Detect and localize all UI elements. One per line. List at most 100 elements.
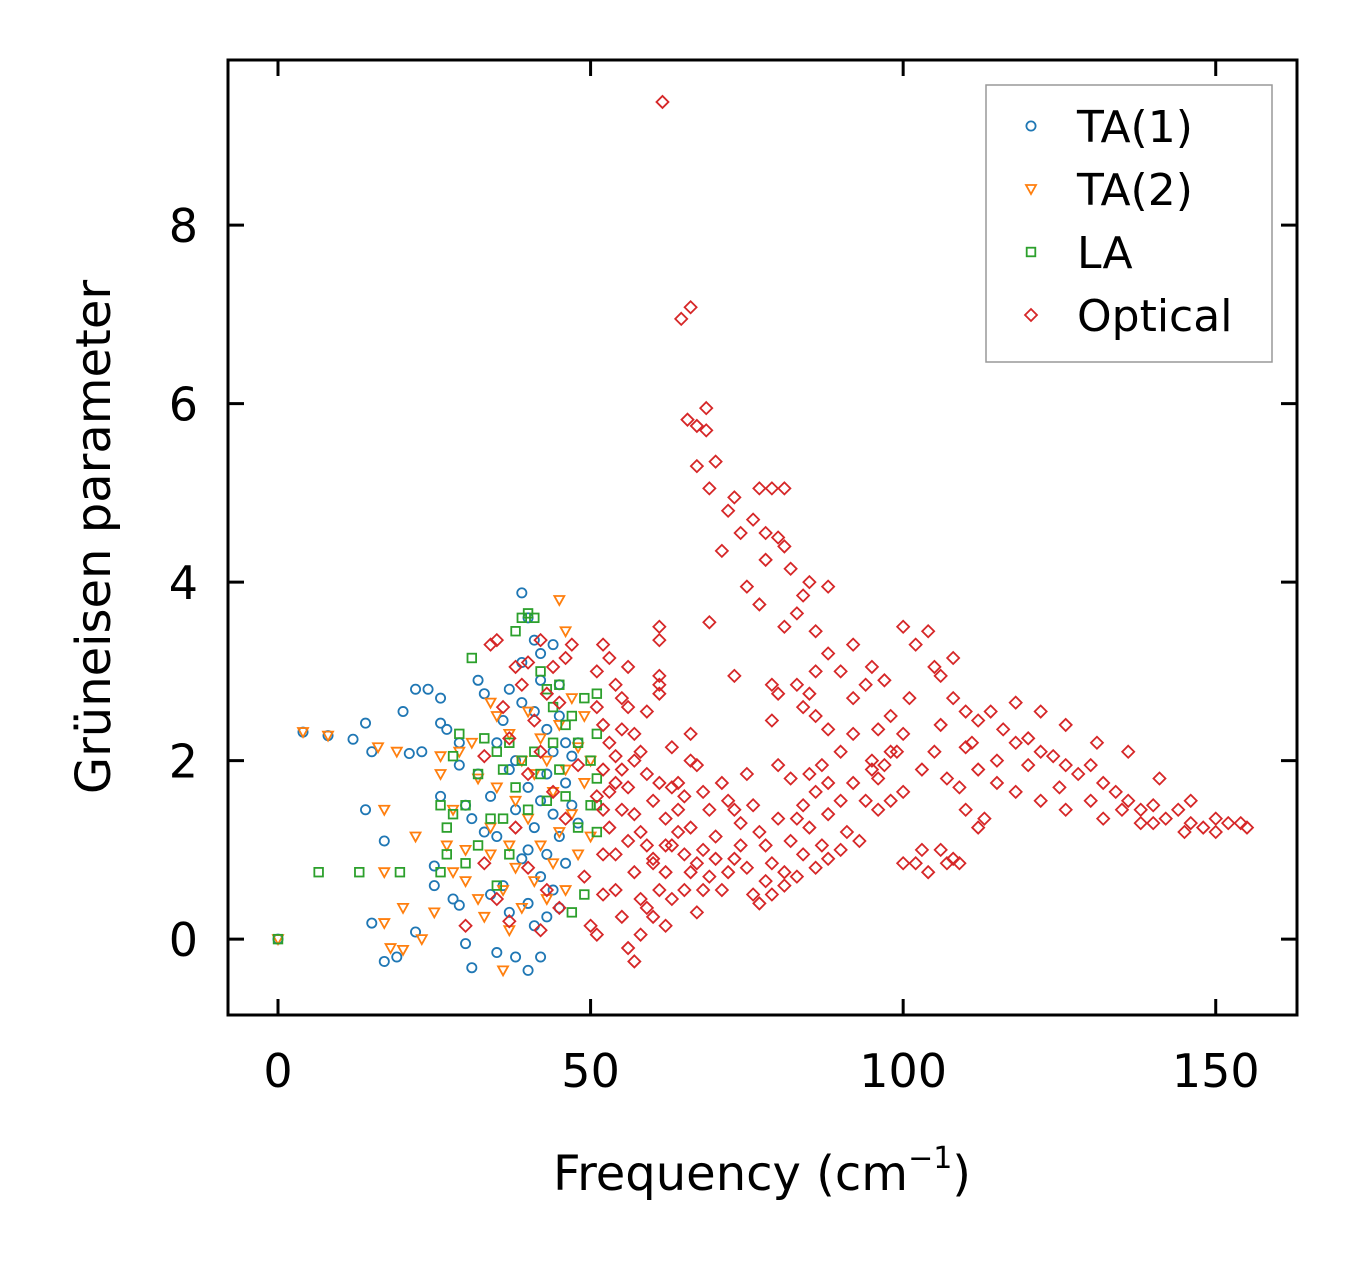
x-axis-label-close: ) xyxy=(952,1146,971,1202)
data-point-la xyxy=(435,800,446,811)
data-point-optical xyxy=(1183,793,1198,809)
data-point-optical xyxy=(845,726,861,742)
data-point-optical xyxy=(658,864,673,880)
data-point-optical xyxy=(820,579,836,594)
data-point-optical xyxy=(964,735,980,751)
data-point-la xyxy=(529,746,540,757)
data-point-optical xyxy=(495,699,511,715)
data-point-optical xyxy=(764,855,780,871)
data-point-la xyxy=(566,710,578,722)
data-point-optical xyxy=(814,757,830,773)
data-point-optical xyxy=(808,623,823,639)
data-point-ta-1 xyxy=(360,717,372,729)
data-point-optical xyxy=(583,918,598,934)
data-point-optical xyxy=(702,869,717,884)
data-point-ta-1 xyxy=(403,747,415,759)
data-point-optical xyxy=(673,311,689,327)
data-point-ta-2 xyxy=(390,746,404,759)
data-point-la xyxy=(354,866,365,878)
data-point-ta-2 xyxy=(321,730,335,743)
data-point-optical xyxy=(602,820,617,835)
data-point-optical xyxy=(614,909,630,925)
data-point-la xyxy=(547,701,559,713)
data-point-optical xyxy=(608,847,623,862)
data-point-ta-1 xyxy=(522,781,534,793)
data-point-optical xyxy=(1033,704,1048,719)
data-point-ta-2 xyxy=(540,755,554,768)
data-point-optical xyxy=(652,775,667,791)
data-point-optical xyxy=(633,891,648,907)
data-point-ta-2 xyxy=(396,902,410,915)
data-point-optical xyxy=(1095,775,1111,791)
data-point-ta-2 xyxy=(384,943,398,955)
data-point-la xyxy=(441,849,453,860)
x-tick-label: 150 xyxy=(1172,1044,1260,1098)
data-point-optical xyxy=(789,606,805,621)
data-point-optical xyxy=(945,851,961,867)
data-point-ta-1 xyxy=(485,790,497,802)
data-point-ta-1 xyxy=(428,880,440,892)
data-point-optical xyxy=(664,780,680,795)
data-point-optical xyxy=(1239,820,1255,835)
data-point-ta-1 xyxy=(347,733,359,745)
data-point-optical xyxy=(1020,731,1036,746)
data-point-optical xyxy=(520,655,536,670)
data-point-optical xyxy=(1089,735,1105,751)
data-point-ta-2 xyxy=(484,849,498,862)
data-point-optical xyxy=(670,775,686,791)
data-point-optical xyxy=(1008,735,1023,751)
data-point-ta-1 xyxy=(441,723,453,735)
data-point-optical xyxy=(995,722,1011,737)
data-point-optical xyxy=(739,860,755,876)
data-point-optical xyxy=(533,744,548,759)
data-point-la xyxy=(535,666,546,677)
data-point-optical xyxy=(795,797,811,813)
data-point-optical xyxy=(627,806,642,822)
data-point-optical xyxy=(595,887,611,902)
data-point-optical xyxy=(845,637,861,652)
data-point-la xyxy=(510,626,521,637)
data-point-optical xyxy=(1195,820,1211,835)
data-point-optical xyxy=(895,619,911,635)
data-point-optical xyxy=(620,699,636,715)
data-point-optical xyxy=(695,842,711,858)
data-point-optical xyxy=(858,677,873,693)
data-point-ta-2 xyxy=(434,751,448,764)
data-point-ta-1 xyxy=(553,830,565,842)
data-point-ta-2 xyxy=(415,934,429,946)
data-point-optical xyxy=(683,726,698,742)
data-point-optical xyxy=(608,775,623,791)
data-point-ta-1 xyxy=(485,889,497,901)
data-point-ta-2 xyxy=(565,693,579,706)
data-point-optical xyxy=(1133,815,1148,831)
data-point-optical xyxy=(758,873,773,889)
data-point-optical xyxy=(620,833,636,849)
data-point-ta-1 xyxy=(497,714,509,726)
data-point-optical xyxy=(545,784,561,800)
data-point-optical xyxy=(652,882,667,898)
data-point-optical xyxy=(1058,757,1073,773)
data-point-ta-2 xyxy=(377,867,391,880)
data-point-la xyxy=(497,764,509,775)
data-point-ta-1 xyxy=(416,746,428,758)
data-point-ta-2 xyxy=(534,733,548,746)
data-point-optical xyxy=(970,820,986,835)
data-point-ta-1 xyxy=(560,777,572,789)
data-point-optical xyxy=(689,418,705,434)
data-point-optical xyxy=(589,927,605,942)
data-point-optical xyxy=(789,677,805,693)
data-point-ta-2 xyxy=(477,911,491,924)
data-point-optical xyxy=(1158,811,1173,826)
data-point-optical xyxy=(745,797,761,813)
data-point-ta-1 xyxy=(510,951,522,963)
data-point-optical xyxy=(633,927,648,942)
data-point-optical xyxy=(777,481,792,496)
data-point-ta-1 xyxy=(535,795,547,807)
data-point-optical xyxy=(820,646,836,661)
legend-frame xyxy=(985,84,1273,363)
data-point-optical xyxy=(577,869,592,884)
data-point-ta-2 xyxy=(559,626,573,639)
data-point-optical xyxy=(558,811,573,826)
data-point-la xyxy=(554,764,565,775)
data-point-optical xyxy=(564,637,580,652)
